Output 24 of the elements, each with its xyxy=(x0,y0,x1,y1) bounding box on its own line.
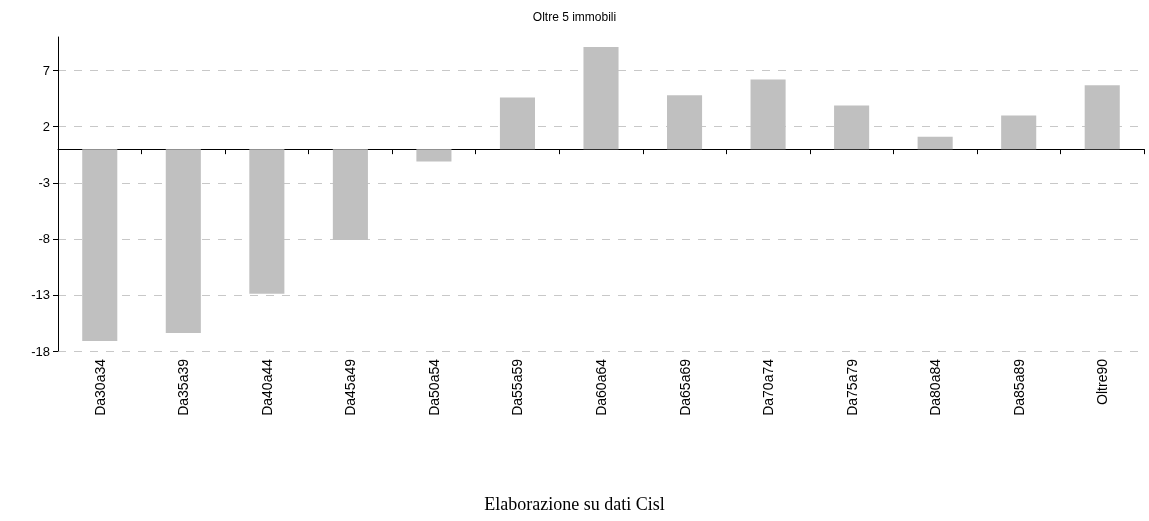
y-tick-label: 2 xyxy=(42,119,50,135)
x-tick-label: Da30a34 xyxy=(91,358,108,416)
x-tick-label: Da55a59 xyxy=(509,358,526,416)
y-tick-label: -3 xyxy=(38,175,50,191)
x-tick-label: Da45a49 xyxy=(342,358,359,416)
x-tick-label: Da40a44 xyxy=(258,358,275,416)
x-tick-label: Da85a89 xyxy=(1010,358,1027,416)
x-tick-label: Da70a74 xyxy=(760,358,777,416)
x-tick-label: Da35a39 xyxy=(175,358,192,416)
x-tick-label: Oltre90 xyxy=(1094,358,1111,405)
bar xyxy=(499,97,535,150)
chart-title: Oltre 5 immobili xyxy=(532,10,617,24)
bar xyxy=(416,149,452,162)
x-tick-label: Da75a79 xyxy=(843,358,860,416)
y-tick-label: 7 xyxy=(42,63,50,79)
bar xyxy=(917,136,953,150)
x-tick-label: Da80a84 xyxy=(927,358,944,416)
x-tick-label: Da65a69 xyxy=(676,358,693,416)
x-tick-label: Da60a64 xyxy=(593,358,609,416)
y-tick-label: -13 xyxy=(31,287,50,303)
x-tick-label: Da50a54 xyxy=(425,358,442,416)
text: Elaborazione su dati Cisl xyxy=(484,494,665,514)
y-tick-label: -8 xyxy=(38,231,50,247)
y-tick-label: -18 xyxy=(31,343,50,359)
